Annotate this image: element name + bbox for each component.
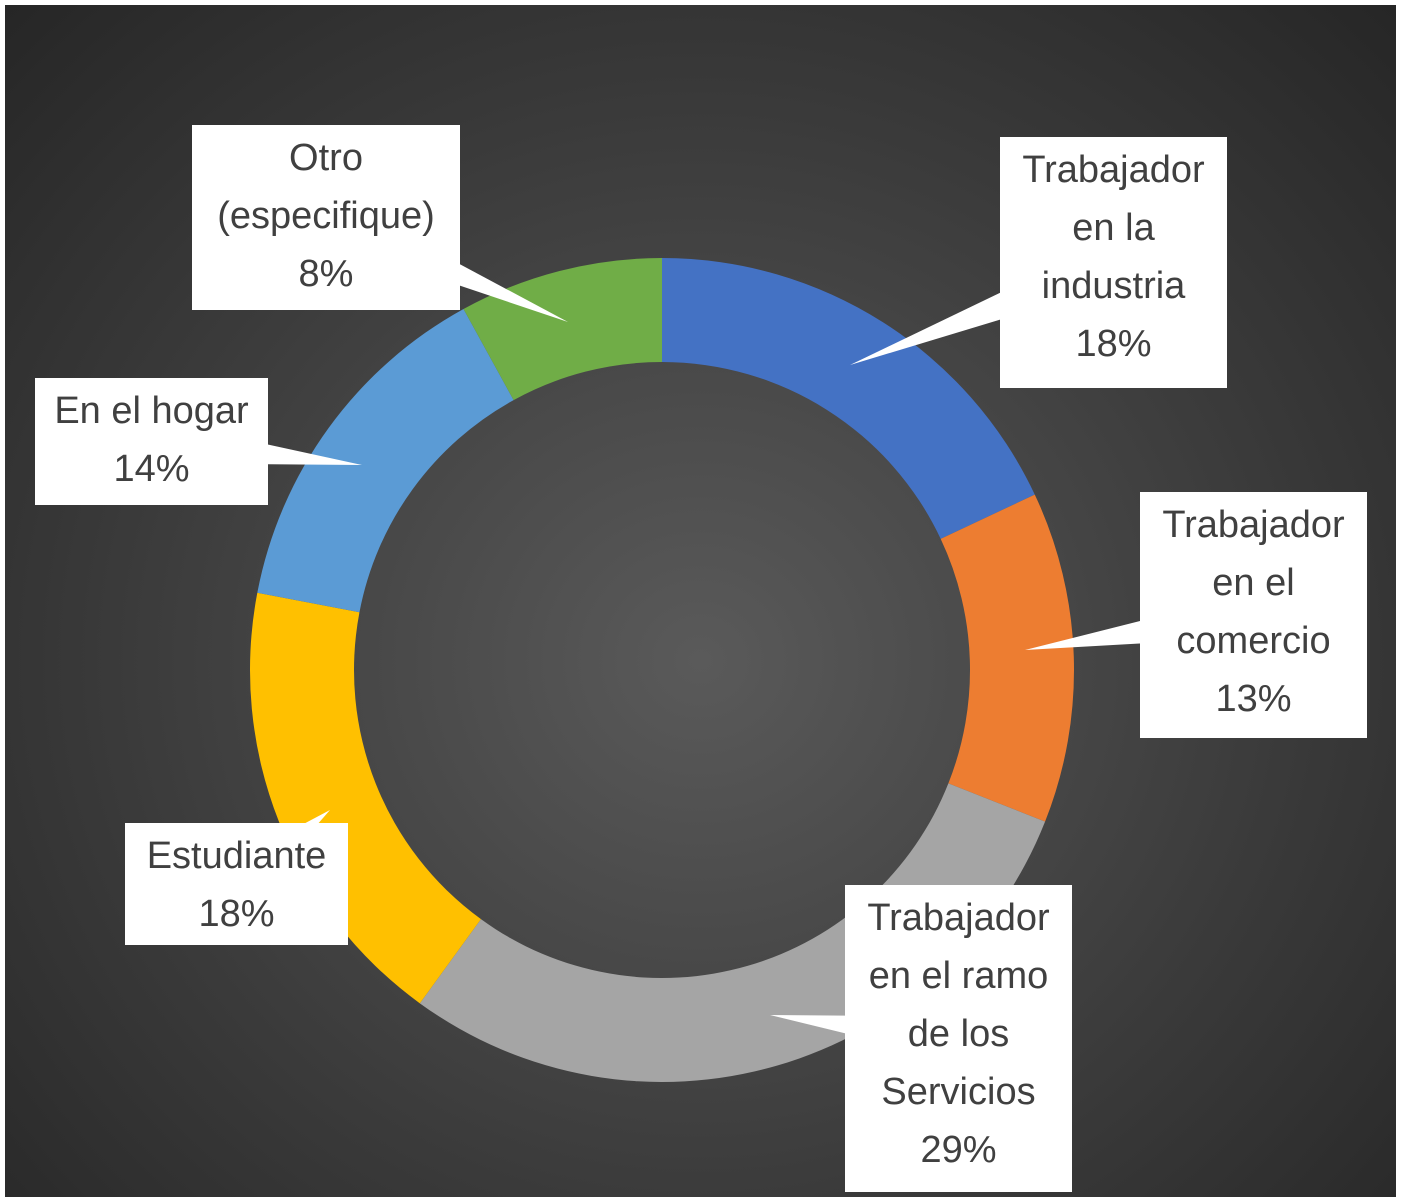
category-label: Otro (especifique)	[217, 137, 435, 237]
data-label-box: Trabajador en la industria 18%	[1000, 137, 1227, 388]
data-label-box: Estudiante 18%	[125, 823, 348, 945]
data-label-box: En el hogar 14%	[35, 378, 268, 505]
value-label: 8%	[298, 253, 354, 295]
data-label-box: Trabajador en el ramo de los Servicios 29…	[845, 885, 1072, 1192]
chart: Trabajador en la industria 18% Trabajador …	[5, 5, 1396, 1197]
category-label: Trabajador en el ramo de los Servicios	[867, 897, 1050, 1113]
donut-segment	[662, 258, 1035, 539]
data-label-box: Otro (especifique) 8%	[192, 125, 460, 310]
category-label: Trabajador en el comercio	[1162, 504, 1345, 662]
donut-segment	[940, 494, 1074, 822]
value-label: 18%	[198, 893, 275, 935]
category-label: Estudiante	[146, 835, 327, 877]
donut-segment	[257, 308, 514, 613]
value-label: 13%	[1215, 678, 1292, 720]
data-label-box: Trabajador en el comercio 13%	[1140, 492, 1367, 738]
value-label: 14%	[113, 448, 190, 490]
category-label: En el hogar	[54, 390, 249, 432]
value-label: 18%	[1075, 323, 1152, 365]
value-label: 29%	[920, 1129, 997, 1171]
category-label: Trabajador en la industria	[1022, 149, 1205, 307]
donut-segment	[250, 592, 481, 1004]
